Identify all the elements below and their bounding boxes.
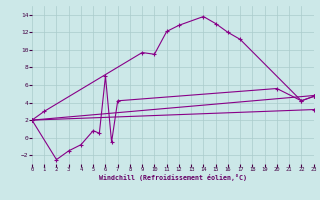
X-axis label: Windchill (Refroidissement éolien,°C): Windchill (Refroidissement éolien,°C): [99, 174, 247, 181]
